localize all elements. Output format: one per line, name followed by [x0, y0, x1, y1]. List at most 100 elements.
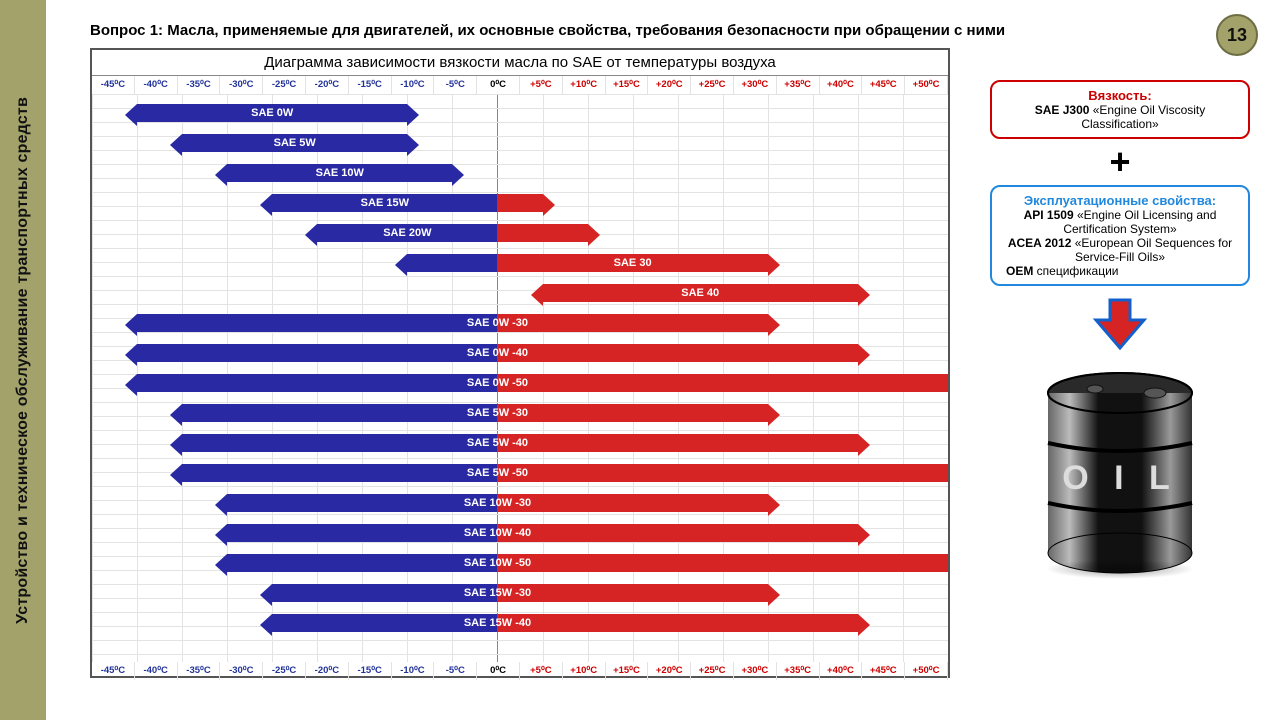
axis-tick: -30⁰C: [220, 662, 263, 680]
oil-barrel-icon: O I L: [1035, 367, 1205, 577]
chart-bar-row: SAE 15W -30: [92, 582, 948, 604]
axis-tick: -5⁰C: [434, 76, 477, 94]
axis-tick: +30⁰C: [734, 662, 777, 680]
axis-tick: -20⁰C: [306, 76, 349, 94]
bar-label: SAE 10W -40: [92, 524, 948, 542]
axis-tick: +45⁰C: [862, 76, 905, 94]
chart-bar-row: SAE 5W -30: [92, 402, 948, 424]
bar-label: SAE 5W: [182, 134, 407, 152]
bar-label: SAE 0W -40: [92, 344, 948, 362]
axis-tick: +50⁰C: [905, 662, 948, 680]
bar-label: SAE 15W -30: [92, 584, 948, 602]
question-title: Вопрос 1: Масла, применяемые для двигате…: [90, 22, 1005, 39]
bar-label: SAE 0W -30: [92, 314, 948, 332]
chart-bar-row: SAE 10W -40: [92, 522, 948, 544]
down-arrow-icon: [1090, 296, 1150, 357]
axis-tick: 0⁰C: [477, 662, 520, 680]
bar-label: SAE 5W -40: [92, 434, 948, 452]
bar-label: SAE 5W -50: [92, 464, 948, 482]
axis-tick: +50⁰C: [905, 76, 948, 94]
sidebar: Устройство и техническое обслуживание тр…: [0, 0, 46, 720]
axis-tick: +40⁰C: [820, 76, 863, 94]
axis-tick: -35⁰C: [178, 76, 221, 94]
axis-tick: -25⁰C: [263, 662, 306, 680]
sidebar-title: Устройство и техническое обслуживание тр…: [14, 97, 32, 624]
properties-line-2: ACEA 2012 «European Oil Sequences for Se…: [1000, 236, 1240, 264]
bar-label: SAE 15W: [272, 194, 497, 212]
axis-tick: -45⁰C: [92, 662, 135, 680]
axis-tick: +5⁰C: [520, 76, 563, 94]
bar-label: SAE 0W: [137, 104, 407, 122]
bar-red: [497, 224, 587, 242]
axis-tick: -40⁰C: [135, 662, 178, 680]
bar-label: SAE 20W: [317, 224, 497, 242]
axis-tick: -30⁰C: [220, 76, 263, 94]
bar-label: SAE 5W -30: [92, 404, 948, 422]
chart-bar-row: SAE 5W -50: [92, 462, 948, 484]
axis-tick: +40⁰C: [820, 662, 863, 680]
chart-bar-row: SAE 15W: [92, 192, 948, 214]
axis-tick: 0⁰C: [477, 76, 520, 94]
axis-tick: -10⁰C: [392, 76, 435, 94]
properties-box: Эксплуатационные свойства: API 1509 «Eng…: [990, 185, 1250, 286]
axis-tick: -20⁰C: [306, 662, 349, 680]
chart-bar-row: SAE 30: [92, 252, 948, 274]
axis-tick: -40⁰C: [135, 76, 178, 94]
axis-tick: -5⁰C: [434, 662, 477, 680]
bar-blue: [407, 254, 497, 272]
chart-bar-row: SAE 0W: [92, 102, 948, 124]
bar-label: SAE 10W: [227, 164, 452, 182]
axis-tick: +10⁰C: [563, 662, 606, 680]
chart-bar-row: SAE 0W -50: [92, 372, 948, 394]
axis-tick: -15⁰C: [349, 662, 392, 680]
chart-bar-row: SAE 20W: [92, 222, 948, 244]
axis-tick: +20⁰C: [648, 662, 691, 680]
properties-line-1: API 1509 «Engine Oil Licensing and Certi…: [1000, 208, 1240, 236]
axis-tick: +5⁰C: [520, 662, 563, 680]
properties-line-3: OEM спецификации: [1000, 264, 1240, 278]
properties-box-title: Эксплуатационные свойства:: [1000, 193, 1240, 208]
bar-label: SAE 0W -50: [92, 374, 948, 392]
chart-title: Диаграмма зависимости вязкости масла по …: [92, 50, 948, 76]
page-number-badge: 13: [1216, 14, 1258, 56]
plus-icon: +: [1109, 141, 1130, 183]
bar-label: SAE 15W -40: [92, 614, 948, 632]
chart-bar-row: SAE 10W: [92, 162, 948, 184]
svg-text:O I L: O I L: [1062, 459, 1178, 497]
axis-tick: -25⁰C: [263, 76, 306, 94]
chart-plot-area: SAE 0W SAE 5W SAE 10W SAE 15W SAE 20WSAE 30 S…: [92, 94, 948, 662]
bar-label: SAE 40: [543, 284, 858, 302]
chart-bar-row: SAE 40: [92, 282, 948, 304]
sae-viscosity-chart: Диаграмма зависимости вязкости масла по …: [90, 48, 950, 678]
axis-tick: +15⁰C: [606, 76, 649, 94]
axis-top: -45⁰C-40⁰C-35⁰C-30⁰C-25⁰C-20⁰C-15⁰C-10⁰C…: [92, 76, 948, 94]
viscosity-box-title: Вязкость:: [1000, 88, 1240, 103]
viscosity-box-body: SAE J300 «Engine Oil Viscosity Classific…: [1000, 103, 1240, 131]
chart-bar-row: SAE 5W -40: [92, 432, 948, 454]
axis-tick: -35⁰C: [178, 662, 221, 680]
axis-tick: +10⁰C: [563, 76, 606, 94]
axis-tick: +45⁰C: [862, 662, 905, 680]
axis-tick: +20⁰C: [648, 76, 691, 94]
axis-tick: -10⁰C: [392, 662, 435, 680]
axis-tick: -45⁰C: [92, 76, 135, 94]
axis-tick: -15⁰C: [349, 76, 392, 94]
axis-tick: +35⁰C: [777, 662, 820, 680]
axis-tick: +35⁰C: [777, 76, 820, 94]
bar-label: SAE 30: [497, 254, 767, 272]
viscosity-box: Вязкость: SAE J300 «Engine Oil Viscosity…: [990, 80, 1250, 139]
chart-bar-row: SAE 5W: [92, 132, 948, 154]
axis-tick: +25⁰C: [691, 76, 734, 94]
bar-label: SAE 10W -50: [92, 554, 948, 572]
axis-tick: +30⁰C: [734, 76, 777, 94]
right-column: Вязкость: SAE J300 «Engine Oil Viscosity…: [980, 80, 1260, 577]
axis-bottom: -45⁰C-40⁰C-35⁰C-30⁰C-25⁰C-20⁰C-15⁰C-10⁰C…: [92, 662, 948, 680]
chart-bar-row: SAE 10W -50: [92, 552, 948, 574]
axis-tick: +15⁰C: [606, 662, 649, 680]
chart-bar-row: SAE 10W -30: [92, 492, 948, 514]
bar-label: SAE 10W -30: [92, 494, 948, 512]
axis-tick: +25⁰C: [691, 662, 734, 680]
chart-bar-row: SAE 15W -40: [92, 612, 948, 634]
bar-red: [497, 194, 542, 212]
chart-bar-row: SAE 0W -40: [92, 342, 948, 364]
